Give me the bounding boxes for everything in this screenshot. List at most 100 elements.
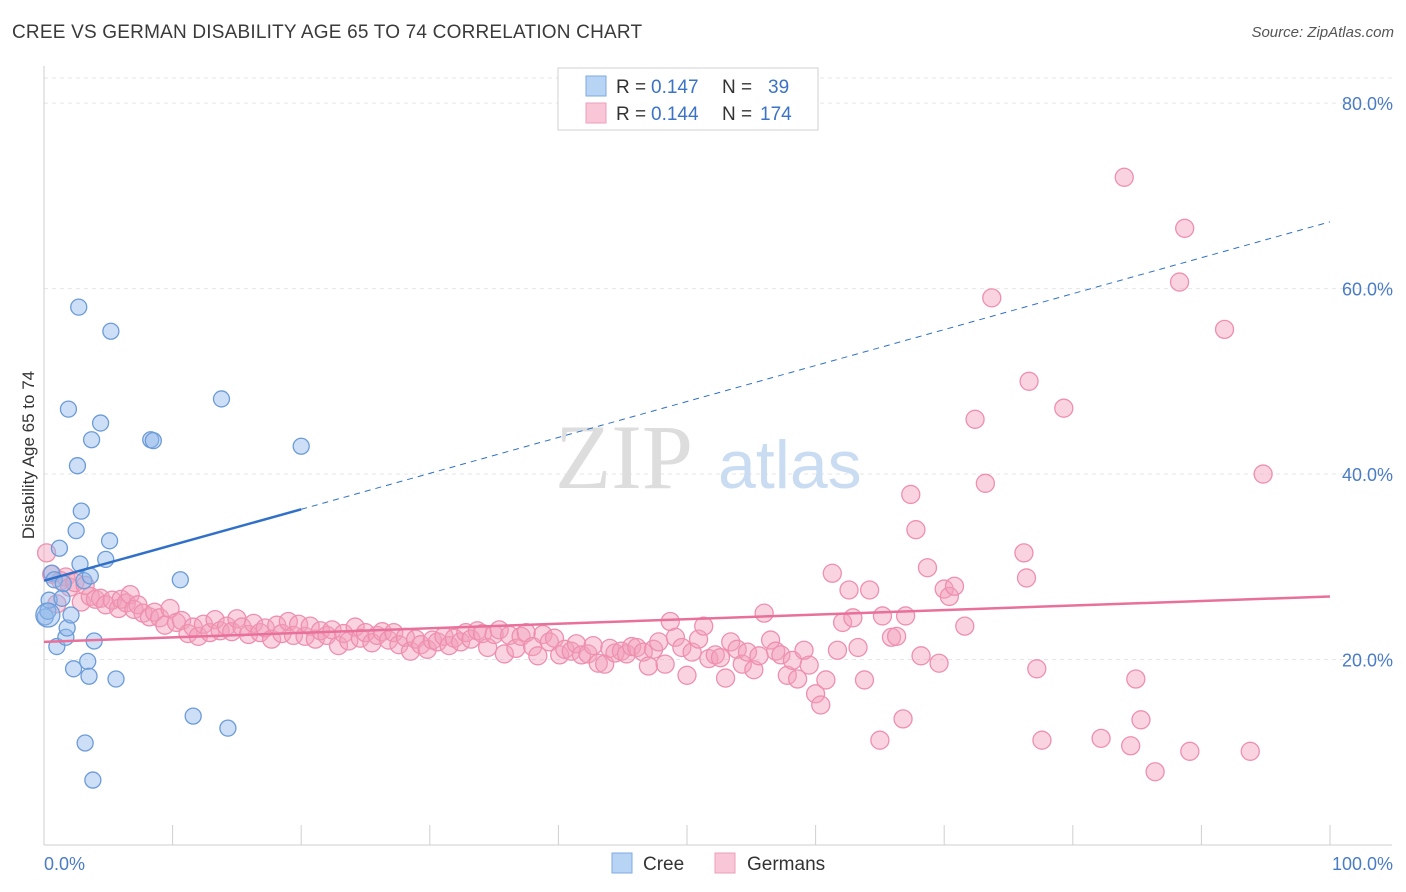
legend-n-value-germans: 174	[760, 104, 792, 125]
germans-point-152	[870, 730, 890, 750]
germans-point-133	[760, 630, 781, 650]
germans-point-180	[1131, 710, 1151, 730]
germans-point-158	[901, 484, 921, 505]
cree-point-16	[70, 298, 88, 316]
legend-r-value-cree: 0.147	[651, 77, 699, 98]
legend-r-label-germans: R =	[616, 104, 646, 125]
germans-point-125	[715, 668, 736, 688]
cree-point-22	[80, 667, 98, 685]
germans-point-151	[859, 580, 880, 600]
germans-point-150	[854, 670, 875, 690]
legend-bottom: Cree Germans	[611, 852, 825, 875]
germans-point-132	[754, 603, 774, 623]
germans-point-174	[1032, 730, 1052, 750]
germans-point-173	[1027, 659, 1047, 679]
y-tick-label-3: 80.0%	[1342, 94, 1393, 114]
germans-point-153	[872, 606, 893, 626]
axes	[43, 66, 1392, 846]
germans-point-185	[1214, 319, 1235, 340]
germans-point-113	[649, 632, 669, 652]
germans-point-147	[839, 580, 859, 600]
cree-point-large	[35, 602, 61, 628]
y-tick-label-2: 60.0%	[1342, 280, 1393, 300]
germans-trend-line	[43, 595, 1331, 644]
y-tick-label-1: 40.0%	[1342, 465, 1393, 485]
cree-points	[35, 298, 310, 789]
germans-point-184	[1169, 272, 1190, 292]
x-tick-max: 100.0%	[1332, 854, 1393, 874]
germans-point-141	[805, 684, 826, 704]
germans-point-139	[794, 640, 814, 660]
trend-lines	[43, 221, 1331, 644]
bottom-label-cree: Cree	[643, 854, 684, 875]
cree-point-15	[68, 457, 87, 475]
germans-point-169	[982, 288, 1002, 308]
germans-point-126	[721, 632, 741, 652]
germans-point-164	[939, 586, 959, 607]
germans-point-165	[944, 576, 965, 596]
y-tick-label-0: 20.0%	[1342, 651, 1393, 671]
cree-point-36	[212, 390, 231, 408]
cree-point-25	[84, 771, 102, 789]
germans-point-59	[350, 628, 371, 648]
cree-point-7	[53, 589, 71, 607]
cree-point-31	[107, 670, 125, 688]
legend-top: R = 0.147 N = 39 R = 0.144 N = 174	[557, 67, 819, 131]
germans-point-187	[1253, 464, 1273, 484]
germans-point-106	[611, 641, 632, 661]
cree-point-35	[184, 707, 202, 725]
germans-point-116	[665, 627, 686, 647]
watermark-zip: ZIP	[555, 406, 693, 508]
germans-point-8	[75, 575, 95, 595]
germans-point-128	[732, 654, 752, 674]
germans-point-60	[355, 622, 376, 643]
germans-point-134	[766, 641, 786, 661]
y-tick-labels: 20.0% 40.0% 60.0% 80.0%	[1342, 94, 1393, 670]
cree-point-10	[58, 619, 76, 637]
cree-point-18	[72, 502, 90, 520]
germans-point-148	[843, 608, 863, 628]
germans-point-102	[588, 653, 608, 673]
legend-swatch-cree	[585, 75, 607, 97]
germans-point-68	[400, 641, 421, 661]
cree-point-21	[79, 652, 97, 671]
germans-point-177	[1114, 167, 1134, 187]
germans-point-65	[384, 622, 404, 643]
x-tick-min: 0.0%	[44, 854, 85, 874]
germans-point-118	[677, 665, 697, 685]
cree-point-38	[292, 437, 310, 455]
germans-point-87	[506, 638, 526, 659]
watermark-atlas: atlas	[718, 427, 862, 503]
germans-point-166	[955, 616, 975, 636]
bottom-label-germans: Germans	[747, 854, 825, 875]
germans-point-117	[672, 637, 692, 658]
chart-title: CREE VS GERMAN DISABILITY AGE 65 TO 74 C…	[12, 22, 643, 43]
legend-n-label-cree: N =	[722, 77, 752, 98]
germans-point-170	[1014, 543, 1034, 563]
bottom-swatch-germans	[714, 852, 736, 874]
germans-point-131	[749, 646, 769, 666]
germans-points	[36, 167, 1273, 782]
germans-point-85	[494, 644, 515, 664]
germans-point-93	[539, 632, 560, 652]
germans-point-157	[895, 606, 916, 626]
cree-point-29	[100, 532, 119, 550]
cree-point-34	[171, 571, 189, 589]
germans-point-55	[328, 635, 349, 656]
legend-r-value-germans: 0.144	[651, 104, 699, 125]
grid-lines	[44, 77, 1392, 661]
germans-point-176	[1091, 728, 1111, 749]
germans-point-171	[1019, 371, 1039, 391]
germans-point-159	[906, 520, 926, 540]
source-label: Source: ZipAtlas.com	[1251, 24, 1394, 41]
germans-point-144	[822, 563, 842, 583]
germans-point-175	[1054, 398, 1074, 418]
germans-point-140	[799, 655, 819, 675]
germans-point-149	[848, 637, 868, 658]
germans-point-179	[1126, 669, 1146, 689]
germans-point-161	[917, 558, 938, 578]
cree-point-30	[102, 322, 120, 340]
cree-point-14	[67, 521, 85, 540]
cree-trend-dashed	[301, 221, 1331, 510]
germans-point-182	[1175, 218, 1195, 238]
